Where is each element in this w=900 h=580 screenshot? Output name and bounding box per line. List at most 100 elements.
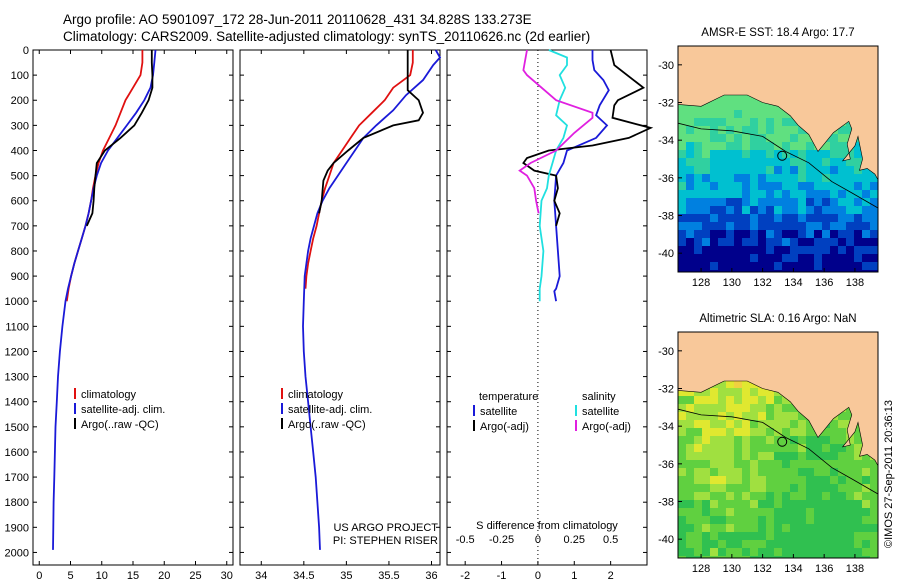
sst-map-cell [710, 198, 719, 207]
depth-tick-label: 1900 [5, 522, 29, 534]
sst-map-cell [726, 166, 735, 175]
sla-map-cell [782, 524, 791, 533]
sst-map-cell [678, 262, 687, 271]
sst-map-cell [830, 262, 839, 271]
sst-map-cell [782, 190, 791, 199]
sla-map-cell [854, 524, 863, 533]
sst-map-cell [734, 230, 743, 239]
sla-map-cell [678, 484, 687, 493]
sla-map-cell [798, 556, 807, 558]
sst-map-cell [678, 174, 687, 183]
sla-map-cell [734, 516, 743, 525]
sla-map-cell [750, 524, 759, 533]
sla-map-cell [782, 396, 791, 405]
sla-map-cell [774, 412, 783, 421]
sla-map-cell [806, 420, 815, 429]
sst-map-cell [846, 126, 855, 135]
sst-map-cell [870, 246, 878, 255]
sla-map-cell [678, 396, 687, 405]
sla-map-cell [814, 468, 823, 477]
sla-map-cell [710, 412, 719, 421]
sst-map-cell [846, 174, 855, 183]
sla-map-cell [790, 476, 799, 485]
sst-map-cell [790, 150, 799, 159]
sla-map-cell [702, 556, 711, 558]
sst-map-cell [766, 182, 775, 191]
sst-map-cell [830, 222, 839, 231]
sla-map-cell [694, 444, 703, 453]
sla-map-cell [758, 404, 767, 413]
sla-map-cell [694, 532, 703, 541]
sla-map-cell [742, 500, 751, 509]
sst-map-cell [678, 270, 687, 272]
sst-map-cell [870, 206, 878, 215]
depth-tick-label: 900 [11, 271, 29, 283]
sla-map-cell [694, 556, 703, 558]
sst-map-cell [766, 190, 775, 199]
sst-map-cell [726, 246, 735, 255]
sst-map-cell [710, 142, 719, 151]
salinity-diff-tick-label: 0.5 [603, 534, 618, 546]
sla-map-cell [846, 532, 855, 541]
sla-map-cell [702, 420, 711, 429]
sla-map-cell [702, 460, 711, 469]
difference-series-argo [522, 49, 654, 227]
sla-map-cell [790, 468, 799, 477]
sst-map-cell [686, 230, 695, 239]
sla-map-cell [718, 428, 727, 437]
sst-map-cell [710, 166, 719, 175]
sst-map-cell [702, 174, 711, 183]
sla-map-cell [734, 428, 743, 437]
sst-map-cell [838, 166, 847, 175]
temperature-series-climatology [65, 50, 144, 302]
sst-map-cell [694, 126, 703, 135]
sst-map-cell [846, 254, 855, 263]
sla-map-cell [862, 452, 871, 461]
sst-map-cell [742, 270, 751, 272]
sst-map-xtick-label: 138 [846, 277, 864, 289]
sst-map-cell [766, 118, 775, 127]
sst-map-cell [782, 230, 791, 239]
sst-map-cell [710, 206, 719, 215]
sla-map-cell [766, 556, 775, 558]
sla-map-cell [830, 420, 839, 429]
sla-map-cell [854, 556, 863, 558]
temperature-xtick-label: 15 [127, 570, 139, 580]
sla-map-cell [750, 428, 759, 437]
sla-map-cell [686, 508, 695, 517]
sst-map-cell [838, 206, 847, 215]
sla-map-cell [774, 468, 783, 477]
sst-map-cell [766, 150, 775, 159]
difference-series-satellite [553, 50, 610, 302]
salinity-annotation: US ARGO PROJECT [333, 522, 438, 534]
chart-title-line-2: Climatology: CARS2009. Satellite-adjuste… [63, 29, 591, 44]
sst-map-cell [782, 214, 791, 223]
sla-map-cell [862, 476, 871, 485]
sst-map-cell [830, 142, 839, 151]
sla-map-cell [766, 500, 775, 509]
sst-map-cell [854, 158, 863, 167]
sla-map-cell [726, 396, 735, 405]
sst-map-cell [838, 182, 847, 191]
sst-map-cell [726, 190, 735, 199]
sla-map-cell [750, 508, 759, 517]
sst-map-cell [806, 158, 815, 167]
sla-map-cell [774, 540, 783, 549]
sst-map-cell [758, 174, 767, 183]
sla-map-cell [774, 548, 783, 557]
sst-map-cell [702, 110, 711, 119]
sla-map-cell [758, 412, 767, 421]
sst-map-cell [806, 198, 815, 207]
sla-map-cell [710, 388, 719, 397]
sla-map-cell [750, 492, 759, 501]
sla-map-cell [854, 476, 863, 485]
salinity-legend-label: climatology [288, 389, 344, 401]
sla-map-cell [766, 548, 775, 557]
sst-map-cell [862, 182, 871, 191]
sst-map-cell [766, 110, 775, 119]
sst-map-cell [758, 190, 767, 199]
sst-map-cell [862, 254, 871, 263]
sla-map-cell [734, 444, 743, 453]
sla-map-cell [838, 420, 847, 429]
sst-map-cell [710, 246, 719, 255]
